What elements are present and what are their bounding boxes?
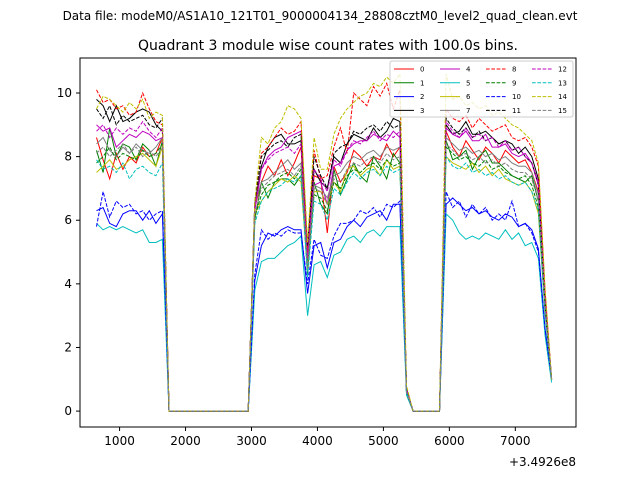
legend-label-15: 15 [558, 107, 567, 115]
y-tick-label-4: 4 [64, 277, 72, 291]
x-offset-label: +3.4926e8 [509, 455, 576, 469]
legend-label-13: 13 [558, 79, 567, 87]
legend-label-10: 10 [512, 93, 521, 101]
legend-label-0: 0 [420, 66, 424, 74]
x-tick-label-5000: 5000 [368, 434, 399, 448]
y-tick-label-8: 8 [64, 150, 72, 164]
x-tick-label-6000: 6000 [434, 434, 465, 448]
y-axis: 0 2 4 6 8 10 [57, 86, 80, 418]
legend-label-4: 4 [466, 66, 471, 74]
y-tick-label-2: 2 [64, 340, 72, 354]
legend-label-11: 11 [512, 107, 521, 115]
series-line-12 [96, 120, 553, 412]
x-tick-label-7000: 7000 [500, 434, 531, 448]
x-axis: 1000 2000 3000 4000 5000 6000 7000 [104, 427, 531, 448]
legend-label-8: 8 [512, 66, 516, 74]
legend-label-5: 5 [466, 79, 470, 87]
series-layer [96, 72, 553, 412]
legend-box [389, 60, 574, 118]
x-tick-label-4000: 4000 [302, 434, 333, 448]
legend-label-1: 1 [420, 79, 424, 87]
legend-label-9: 9 [512, 79, 516, 87]
x-tick-label-3000: 3000 [236, 434, 267, 448]
legend-label-3: 3 [420, 107, 424, 115]
y-tick-label-6: 6 [64, 213, 72, 227]
legend-label-6: 6 [466, 93, 471, 101]
legend-label-12: 12 [558, 66, 567, 74]
legend-label-14: 14 [558, 93, 567, 101]
y-tick-label-10: 10 [57, 86, 72, 100]
x-tick-label-2000: 2000 [170, 434, 201, 448]
y-tick-label-0: 0 [64, 404, 72, 418]
axes-frame [79, 57, 577, 428]
chart-title: Quadrant 3 module wise count rates with … [138, 38, 518, 54]
series-line-15 [96, 142, 553, 412]
suptitle: Data file: modeM0/AS1A10_121T01_90000041… [63, 9, 578, 23]
legend-label-7: 7 [466, 107, 470, 115]
legend-label-2: 2 [420, 93, 424, 101]
x-tick-label-1000: 1000 [104, 434, 135, 448]
series-line-11 [96, 104, 553, 412]
